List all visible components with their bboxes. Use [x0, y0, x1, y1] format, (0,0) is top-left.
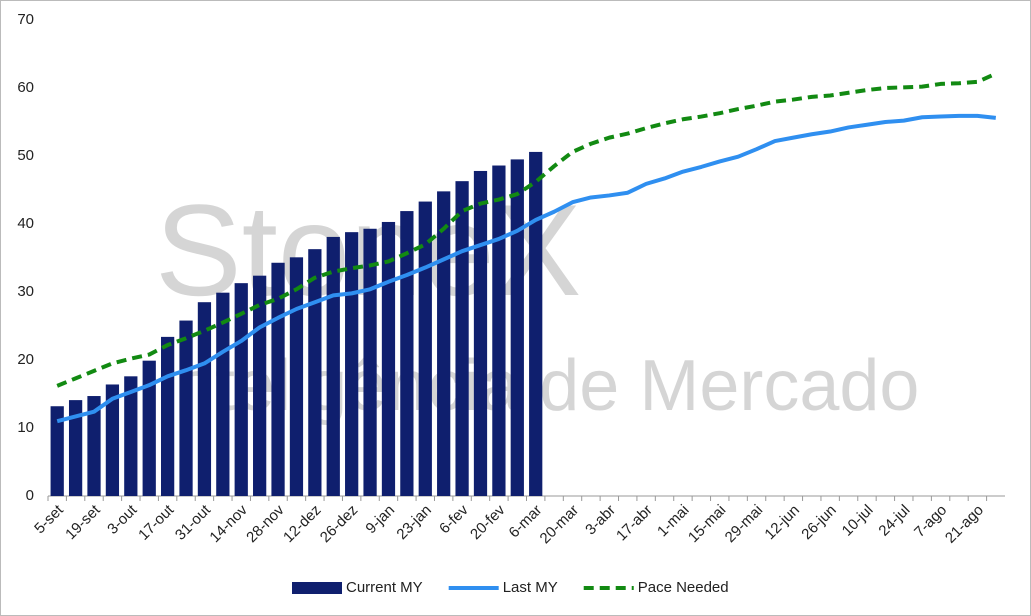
bar [197, 302, 212, 496]
legend-swatch [292, 582, 342, 594]
y-tick-label: 0 [26, 487, 34, 504]
bar [418, 201, 432, 496]
bar [437, 191, 451, 497]
bar [326, 236, 340, 497]
bar [345, 232, 359, 496]
line [56, 71, 997, 388]
bar [142, 360, 156, 496]
legend-label: Pace Needed [638, 579, 729, 596]
bar [50, 406, 64, 496]
y-tick-label: 70 [17, 11, 34, 28]
bar [510, 159, 524, 496]
bar [160, 336, 175, 496]
y-tick-label: 10 [17, 419, 34, 436]
bar [105, 384, 120, 496]
bar [455, 181, 469, 496]
bar [529, 151, 543, 497]
bar [289, 257, 304, 496]
line [56, 113, 997, 424]
bar [400, 211, 414, 496]
bar [381, 221, 396, 496]
bar [87, 396, 101, 496]
bar [473, 170, 488, 496]
legend-label: Last MY [503, 579, 558, 596]
bar [308, 249, 322, 496]
bar [216, 292, 230, 496]
legend-label: Current MY [346, 579, 423, 596]
bar [179, 320, 193, 496]
bar [68, 400, 83, 496]
y-tick-label: 30 [17, 283, 34, 300]
y-tick-label: 50 [17, 147, 34, 164]
y-tick-label: 40 [17, 215, 34, 232]
bar [124, 376, 138, 496]
y-tick-label: 60 [17, 79, 34, 96]
bar [492, 165, 506, 496]
y-tick-label: 20 [17, 351, 34, 368]
bar [363, 228, 377, 496]
